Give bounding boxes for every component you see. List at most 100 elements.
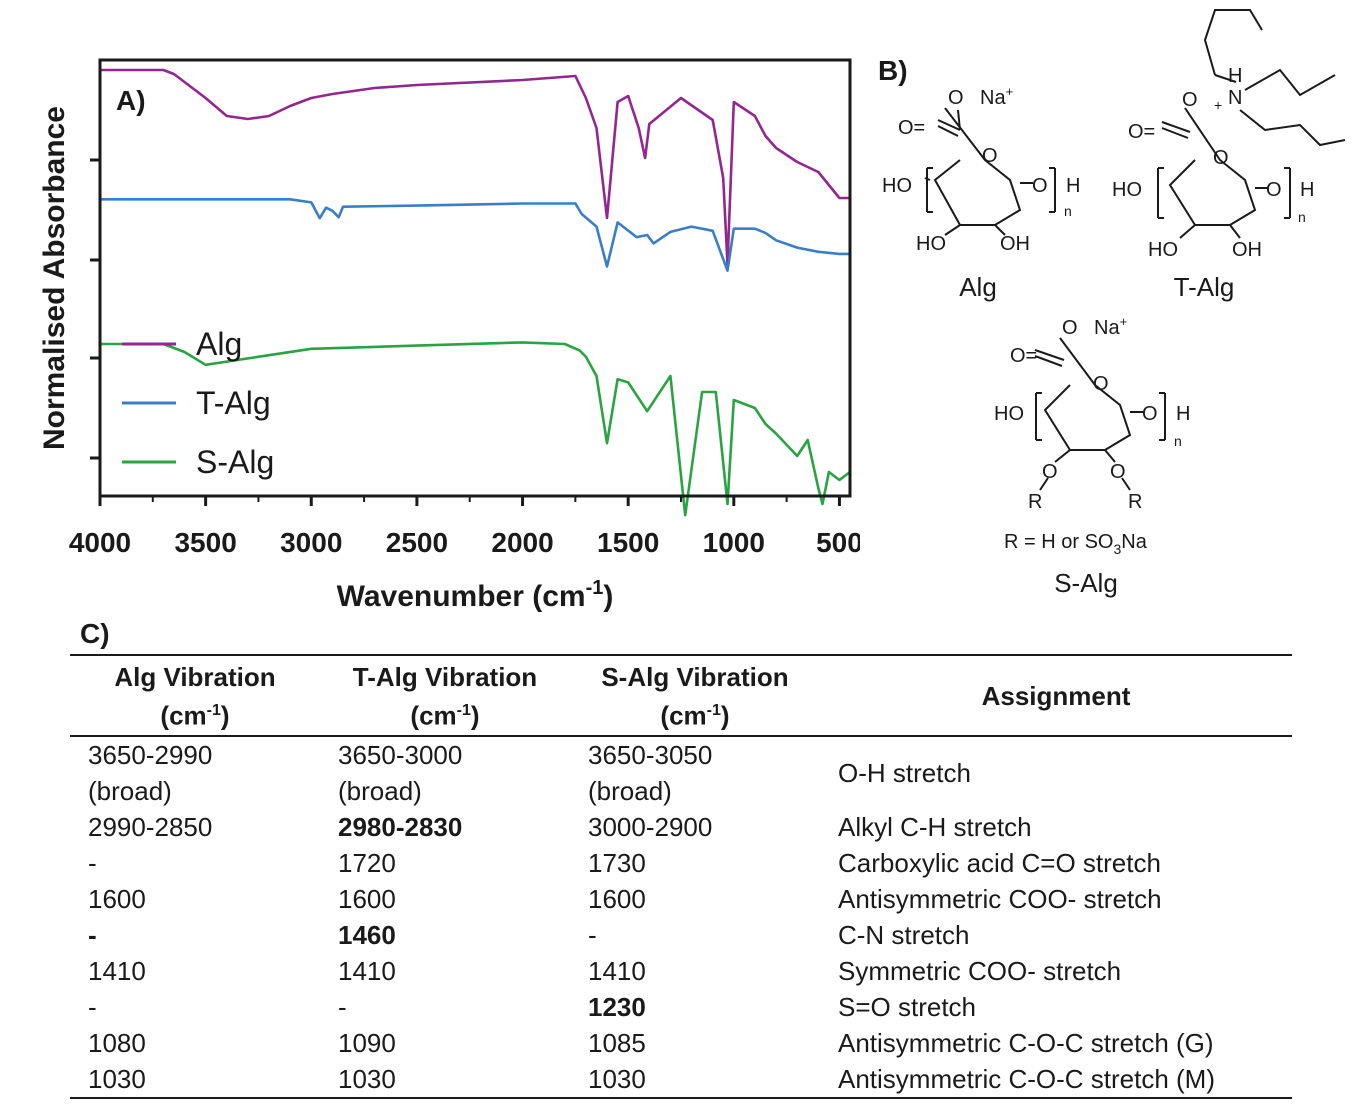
- series-line-alg: [100, 68, 850, 266]
- table-row: - 1460 - C-N stretch: [70, 917, 1292, 953]
- table-cell-talg: 1090: [338, 1027, 396, 1058]
- alg-h: H: [1066, 175, 1080, 197]
- salg-r-definition: R = H or SO3Na: [1004, 531, 1148, 557]
- talg-ho-bottom: HO: [1148, 239, 1178, 261]
- table-cell-assign: C-N stretch: [838, 919, 970, 950]
- table-cell-salg: 1600: [588, 883, 646, 914]
- table-cell-alg: 3650-2990 (broad): [88, 739, 213, 806]
- table-row: 2990-2850 2980-2830 3000-2900 Alkyl C-H str…: [70, 809, 1292, 845]
- table-cell-assign: S=O stretch: [838, 991, 976, 1022]
- table-cell-talg: 3650-3000 (broad): [338, 739, 463, 806]
- alg-n: n: [1064, 203, 1072, 219]
- table-cell-alg: -: [88, 991, 97, 1022]
- legend: Alg T-Alg S-Alg: [122, 326, 274, 480]
- x-axis-label: Wavenumber (cm-1): [337, 577, 614, 613]
- table-header-cell: S-Alg Vibration (cm-1): [570, 654, 820, 737]
- table-cell-salg: 1030: [570, 1060, 820, 1099]
- alg-ho-bottom: HO: [916, 233, 946, 255]
- salg-na: Na+: [1094, 314, 1127, 339]
- talg-structure: [1157, 9, 1346, 239]
- panel-label-b: B): [878, 55, 908, 86]
- table-row: 1030 1030 1030 Antisymmetric C-O-C stretch …: [70, 1060, 1292, 1099]
- panel-label-c: C): [80, 618, 110, 649]
- x-tick-label-3000: 3000: [280, 527, 342, 558]
- alg-ring-o: O: [982, 145, 998, 167]
- alg-o-eq: O=: [898, 117, 925, 139]
- alg-o-h: O: [1032, 175, 1048, 197]
- table-body: 3650-2990 (broad) 3650-3000 (broad) 3650-305…: [70, 736, 1292, 1099]
- table-cell-alg: 1600: [88, 883, 146, 914]
- table-cell-alg: 1080: [88, 1027, 146, 1058]
- table-cell-salg: 1410: [588, 955, 646, 986]
- table-cell-talg: 1410: [338, 955, 396, 986]
- talg-amm-plus: +: [1214, 97, 1222, 113]
- legend-label-alg: Alg: [196, 326, 242, 362]
- table-cell-assign: Carboxylic acid C=O stretch: [838, 847, 1161, 878]
- salg-name: S-Alg: [1054, 568, 1118, 598]
- table-cell-alg: 1410: [88, 955, 146, 986]
- legend-label-t-alg: T-Alg: [196, 385, 271, 421]
- salg-o-minus: O: [1062, 317, 1078, 339]
- x-tick-label-2500: 2500: [386, 527, 448, 558]
- talg-ring-o: O: [1213, 147, 1229, 169]
- table-row: 3650-2990 (broad) 3650-3000 (broad) 3650-305…: [70, 736, 1292, 809]
- table-row: - 1720 1730 Carboxylic acid C=O stretch: [70, 845, 1292, 881]
- talg-ho-left: HO: [1112, 179, 1142, 201]
- salg-n: n: [1174, 433, 1182, 449]
- salg-ho-left: HO: [994, 403, 1024, 425]
- table-cell-talg: 2980-2830: [338, 811, 463, 842]
- alg-o-minus: O: [948, 87, 964, 109]
- table-cell-salg: 1730: [588, 847, 646, 878]
- chemical-structures: B) O Na+ O= O HO O H n HO OH Alg: [878, 9, 1346, 598]
- plot-frame: [98, 58, 852, 498]
- table-header-row: Alg Vibration (cm-1) T-Alg Vibration (cm-1)…: [70, 654, 1292, 737]
- table-cell-alg: 2990-2850: [88, 811, 213, 842]
- legend-label-s-alg: S-Alg: [196, 444, 274, 480]
- salg-o-right: O: [1110, 461, 1126, 483]
- alg-name: Alg: [959, 272, 997, 302]
- table-cell-alg: -: [88, 847, 97, 878]
- salg-o-h: O: [1142, 403, 1158, 425]
- table-cell-alg: -: [88, 919, 97, 950]
- salg-o-left: O: [1042, 461, 1058, 483]
- table-row: 1080 1090 1085 Antisymmetric C-O-C stretch …: [70, 1025, 1292, 1061]
- series-line-t-alg: [100, 198, 850, 272]
- alg-oh-bottom: OH: [1000, 233, 1030, 255]
- vibration-table-wrap: Alg Vibration (cm-1) T-Alg Vibration (cm-1)…: [70, 654, 1292, 1099]
- x-tick-label-4000: 4000: [69, 527, 131, 558]
- panel-label-a: A): [116, 85, 146, 116]
- x-tick-label-3500: 3500: [174, 527, 236, 558]
- ir-spectra-chart: 4000 3500 3000 2500 2000 1500 1000 500 A) Alg T-…: [38, 58, 860, 613]
- salg-r-left: R: [1028, 491, 1042, 513]
- alg-na: Na+: [980, 84, 1013, 109]
- salg-ring-o: O: [1093, 373, 1109, 395]
- table-cell-talg: 1030: [320, 1060, 570, 1099]
- talg-o-h: O: [1266, 179, 1282, 201]
- table-header-cell: T-Alg Vibration (cm-1): [320, 654, 570, 737]
- table-cell-salg: 1085: [588, 1027, 646, 1058]
- table-cell-assign: Antisymmetric COO- stretch: [838, 883, 1162, 914]
- table-cell-salg: 3000-2900: [588, 811, 713, 842]
- table-row: 1410 1410 1410 Symmetric COO- stretch: [70, 953, 1292, 989]
- talg-amm-n: N: [1228, 87, 1242, 109]
- table-cell-talg: 1460: [338, 919, 396, 950]
- table-cell-assign: Antisymmetric C-O-C stretch (M): [820, 1060, 1292, 1099]
- x-tick-label-500: 500: [816, 527, 860, 558]
- table-cell-alg: 1030: [70, 1060, 320, 1099]
- talg-o-eq: O=: [1128, 121, 1155, 143]
- table-cell-talg: 1600: [338, 883, 396, 914]
- talg-o-minus: O: [1182, 89, 1198, 111]
- table-cell-salg: 3650-3050 (broad): [588, 739, 713, 806]
- table-cell-salg: -: [588, 919, 597, 950]
- table-header-cell: Alg Vibration (cm-1): [70, 654, 320, 737]
- table-header-cell: Assignment: [820, 654, 1292, 737]
- salg-structure: [1034, 337, 1166, 491]
- table-cell-talg: 1720: [338, 847, 396, 878]
- salg-h: H: [1176, 403, 1190, 425]
- x-tick-label-1500: 1500: [597, 527, 659, 558]
- x-tick-label-1000: 1000: [703, 527, 765, 558]
- table-cell-assign: O-H stretch: [838, 757, 971, 788]
- table-cell-salg: 1230: [588, 991, 646, 1022]
- y-ticks: [90, 158, 100, 460]
